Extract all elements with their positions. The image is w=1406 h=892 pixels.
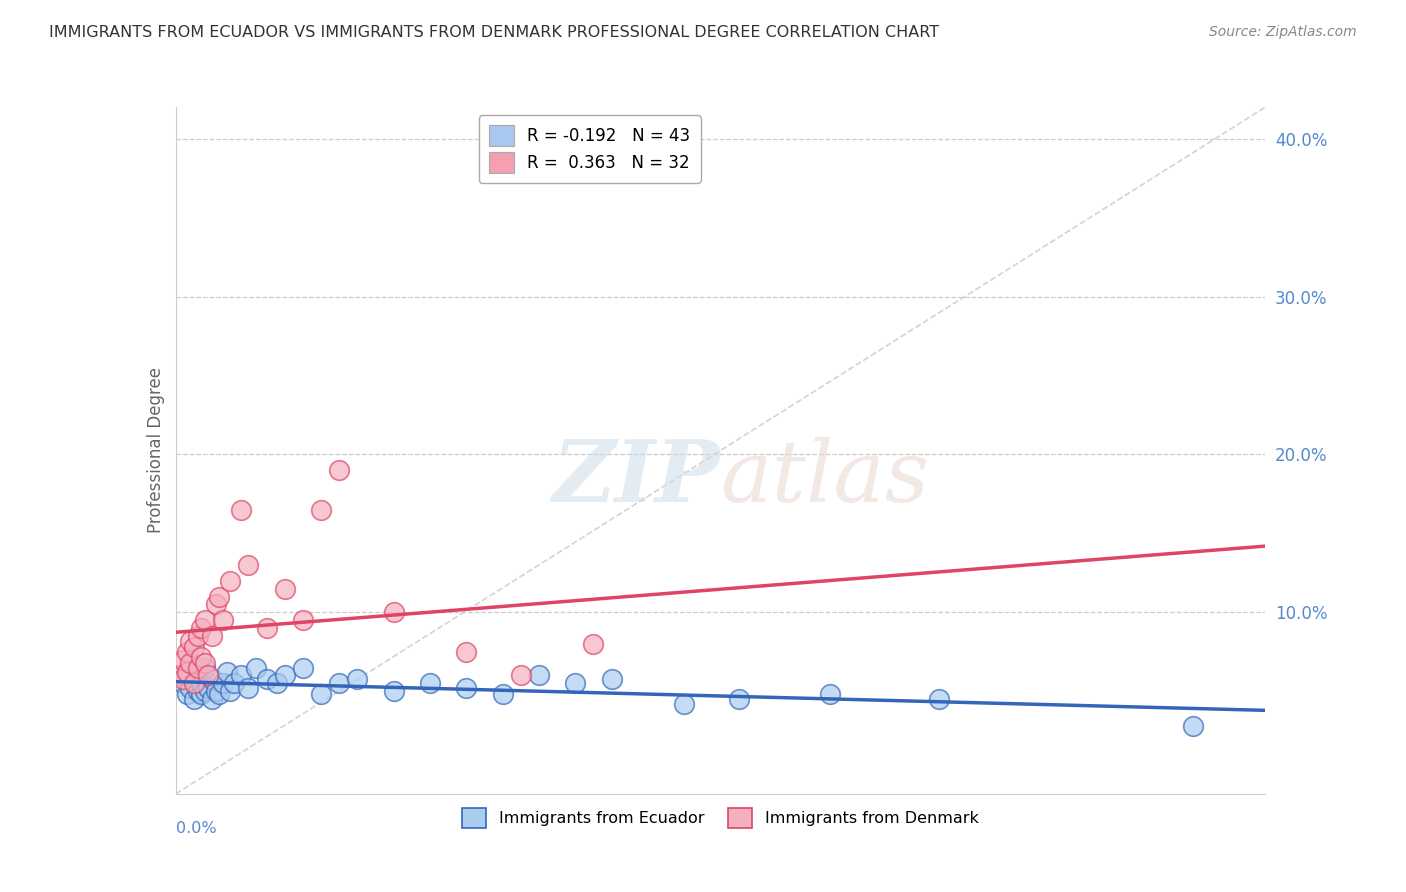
Point [172,676,194,690]
Point [509,668,531,682]
Point [673,697,696,711]
Point [186,684,209,698]
Point [186,660,209,674]
Point [309,502,332,516]
Point [222,676,245,690]
Point [328,463,350,477]
Point [194,684,217,698]
Point [456,645,478,659]
Point [328,676,350,690]
Point [564,676,586,690]
Point [256,621,278,635]
Point [456,681,478,695]
Point [346,672,368,686]
Point [212,613,235,627]
Point [172,653,194,667]
Point [208,590,231,604]
Point [245,660,267,674]
Point [190,621,212,635]
Point [309,687,332,701]
Point [190,687,212,701]
Point [194,660,217,674]
Point [215,665,238,680]
Point [183,692,205,706]
Point [928,692,950,706]
Point [179,656,201,670]
Text: 0.0%: 0.0% [176,822,217,837]
Point [179,668,201,682]
Point [176,665,198,680]
Point [194,656,217,670]
Point [197,681,219,695]
Point [183,640,205,654]
Point [274,582,297,596]
Point [204,598,226,612]
Point [219,684,242,698]
Point [172,672,194,686]
Point [492,687,515,701]
Point [382,605,405,619]
Point [291,613,314,627]
Point [204,684,226,698]
Legend: Immigrants from Ecuador, Immigrants from Denmark: Immigrants from Ecuador, Immigrants from… [456,802,986,834]
Point [291,660,314,674]
Point [818,687,841,701]
Point [201,629,224,643]
Y-axis label: Professional Degree: Professional Degree [146,368,165,533]
Point [186,665,209,680]
Point [190,649,212,664]
Point [600,672,623,686]
Point [419,676,441,690]
Text: IMMIGRANTS FROM ECUADOR VS IMMIGRANTS FROM DENMARK PROFESSIONAL DEGREE CORRELATI: IMMIGRANTS FROM ECUADOR VS IMMIGRANTS FR… [49,25,939,40]
Point [238,681,260,695]
Text: ZIP: ZIP [553,436,721,520]
Point [176,687,198,701]
Point [169,668,191,682]
Point [183,672,205,686]
Point [274,668,297,682]
Point [208,687,231,701]
Point [256,672,278,686]
Point [179,681,201,695]
Point [179,633,201,648]
Point [727,692,749,706]
Point [231,502,253,516]
Point [201,672,224,686]
Point [527,668,550,682]
Text: atlas: atlas [721,436,929,519]
Point [582,637,605,651]
Point [382,684,405,698]
Point [219,574,242,588]
Point [231,668,253,682]
Point [190,676,212,690]
Point [201,692,224,706]
Point [194,613,217,627]
Point [212,676,235,690]
Point [176,645,198,659]
Point [1181,719,1204,733]
Point [266,676,288,690]
Point [238,558,260,572]
Point [186,629,209,643]
Point [197,668,219,682]
Point [183,676,205,690]
Text: Source: ZipAtlas.com: Source: ZipAtlas.com [1209,25,1357,39]
